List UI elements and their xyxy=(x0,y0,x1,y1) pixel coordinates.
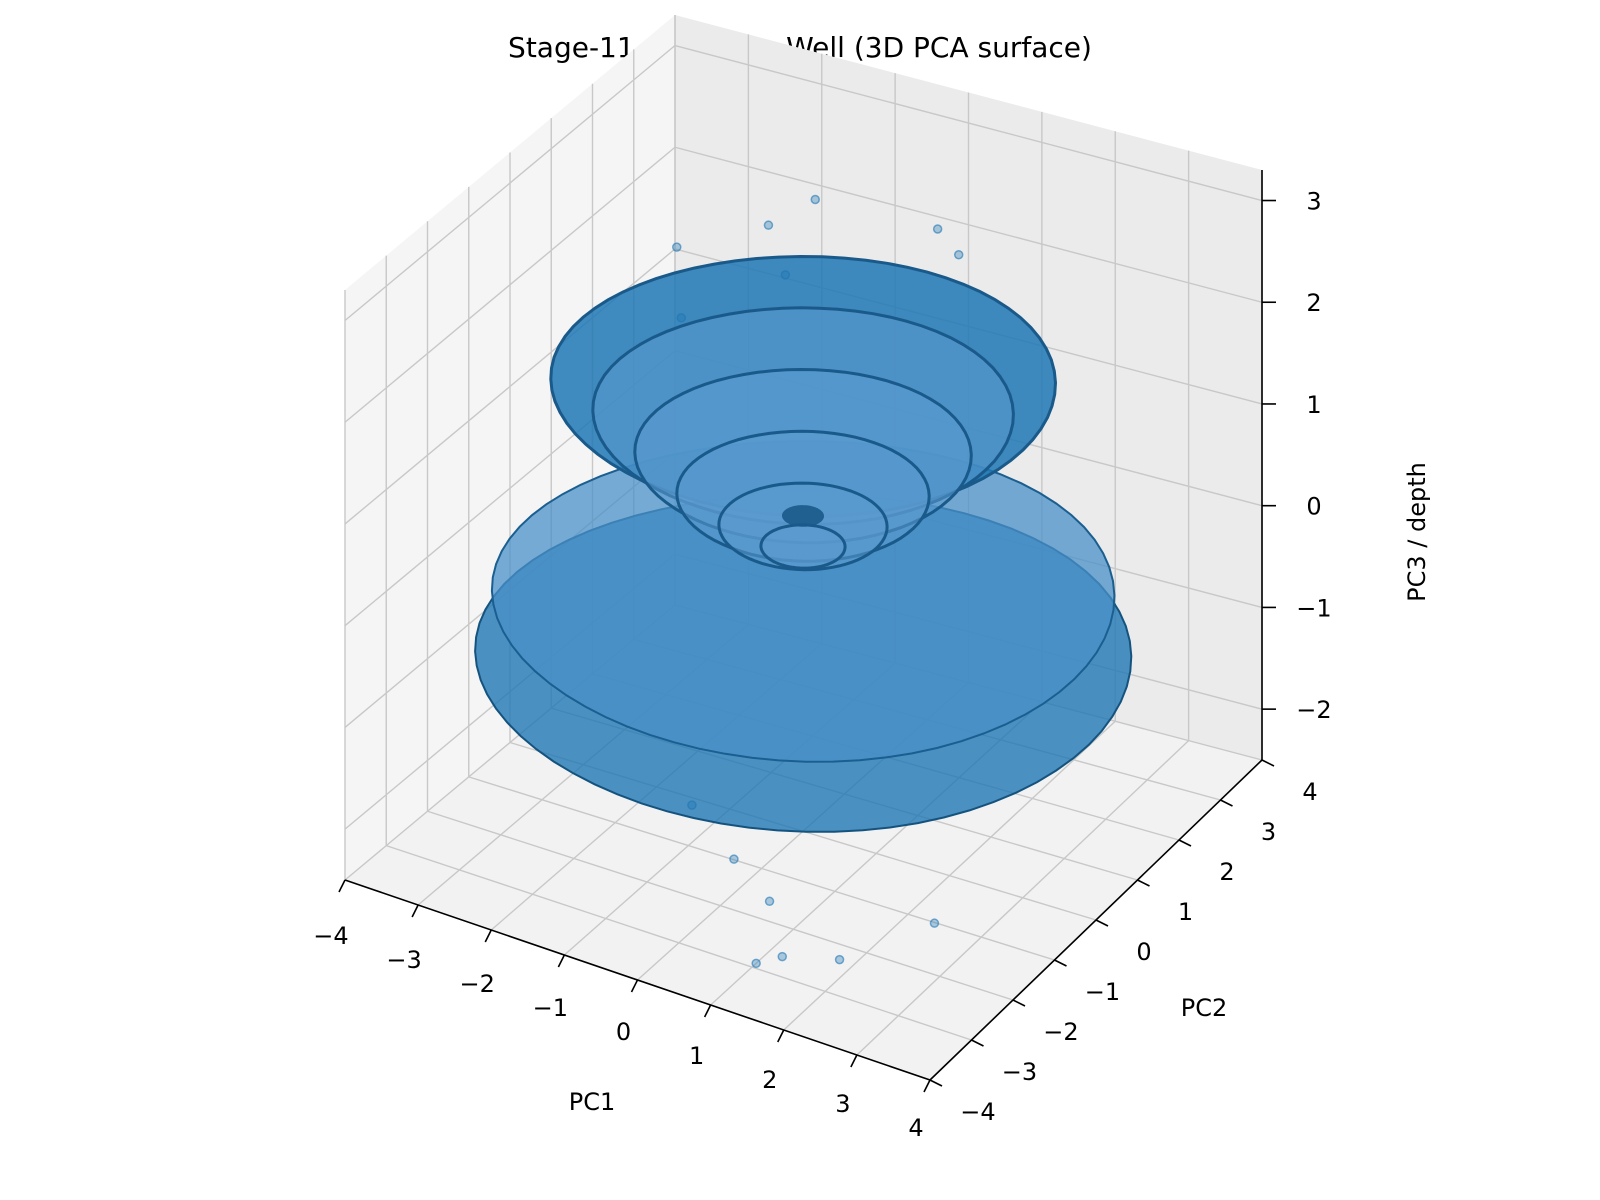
surface-terrace xyxy=(759,523,847,570)
x-tick xyxy=(850,1054,858,1068)
x-tick-label: 4 xyxy=(908,1114,923,1142)
x-tick-label: 1 xyxy=(689,1042,704,1070)
grid-line-z xyxy=(674,44,1263,202)
x-tick xyxy=(703,1004,712,1018)
x-tick-label: −1 xyxy=(533,994,568,1022)
grid-line-y xyxy=(468,776,1055,961)
scatter-point xyxy=(672,242,682,252)
y-axis-label: PC2 xyxy=(1181,994,1228,1022)
x-tick-label: 3 xyxy=(835,1090,850,1118)
x-tick-label: −3 xyxy=(386,946,421,974)
grid-line-y xyxy=(427,810,1014,1001)
scatter-point xyxy=(953,249,964,260)
scatter-point xyxy=(810,194,820,205)
grid-line-z xyxy=(674,146,1263,303)
x-tick-label: 0 xyxy=(616,1018,631,1046)
y-tick xyxy=(1220,799,1233,807)
x-tick xyxy=(484,929,492,943)
y-tick-label: −1 xyxy=(1085,978,1120,1006)
y-tick-label: 3 xyxy=(1261,818,1276,846)
scatter-point xyxy=(780,270,791,280)
z-tick-label: −1 xyxy=(1296,594,1331,622)
grid-line-z xyxy=(344,44,676,322)
x-tick xyxy=(777,1029,785,1043)
z-tick-label: 2 xyxy=(1306,289,1321,317)
scatter-points xyxy=(672,194,964,969)
y-tick xyxy=(1178,839,1192,847)
y-tick-label: 2 xyxy=(1219,858,1234,886)
x-tick xyxy=(411,904,419,918)
y-tick-label: −2 xyxy=(1043,1018,1078,1046)
scatter-point xyxy=(777,951,788,962)
y-tick xyxy=(1261,759,1275,767)
y-tick xyxy=(971,1039,984,1047)
scatter-point xyxy=(751,958,761,969)
x-tick-label: −4 xyxy=(313,922,348,950)
z-tick-label: −2 xyxy=(1296,696,1331,724)
x-tick xyxy=(557,954,566,968)
y-tick-label: −3 xyxy=(1002,1058,1037,1086)
scatter-point xyxy=(764,896,775,907)
scatter-point xyxy=(834,954,845,965)
x-tick-label: −2 xyxy=(460,970,495,998)
grid-line-y xyxy=(386,844,972,1041)
x-tick xyxy=(923,1079,931,1093)
y-tick xyxy=(1095,919,1109,927)
x-tick-label: 2 xyxy=(762,1066,777,1094)
y-tick-label: −4 xyxy=(960,1098,995,1126)
surface-outer-band xyxy=(490,440,1116,763)
y-tick xyxy=(1137,879,1150,887)
grid-line-z xyxy=(344,146,676,423)
y-tick xyxy=(1012,999,1026,1007)
y-tick-label: 1 xyxy=(1178,898,1193,926)
scatter-point xyxy=(932,224,943,234)
y-tick xyxy=(929,1079,943,1087)
scatter-point xyxy=(763,220,774,230)
x-axis-label: PC1 xyxy=(569,1088,616,1116)
surface-peak xyxy=(782,505,824,527)
scatter-point xyxy=(929,918,940,928)
scatter-point xyxy=(687,800,697,810)
scatter-point xyxy=(676,313,687,323)
well-surface xyxy=(474,254,1133,833)
scatter-point xyxy=(729,854,739,864)
z-tick-label: 3 xyxy=(1306,188,1321,216)
x-tick xyxy=(338,879,346,893)
y-tick-label: 0 xyxy=(1136,938,1151,966)
z-tick-label: 0 xyxy=(1306,493,1321,521)
y-tick xyxy=(1054,959,1067,967)
x-tick xyxy=(630,979,639,993)
z-axis-label: PC3 / depth xyxy=(1403,462,1431,602)
z-tick-label: 1 xyxy=(1306,391,1321,419)
y-tick-label: 4 xyxy=(1302,778,1317,806)
